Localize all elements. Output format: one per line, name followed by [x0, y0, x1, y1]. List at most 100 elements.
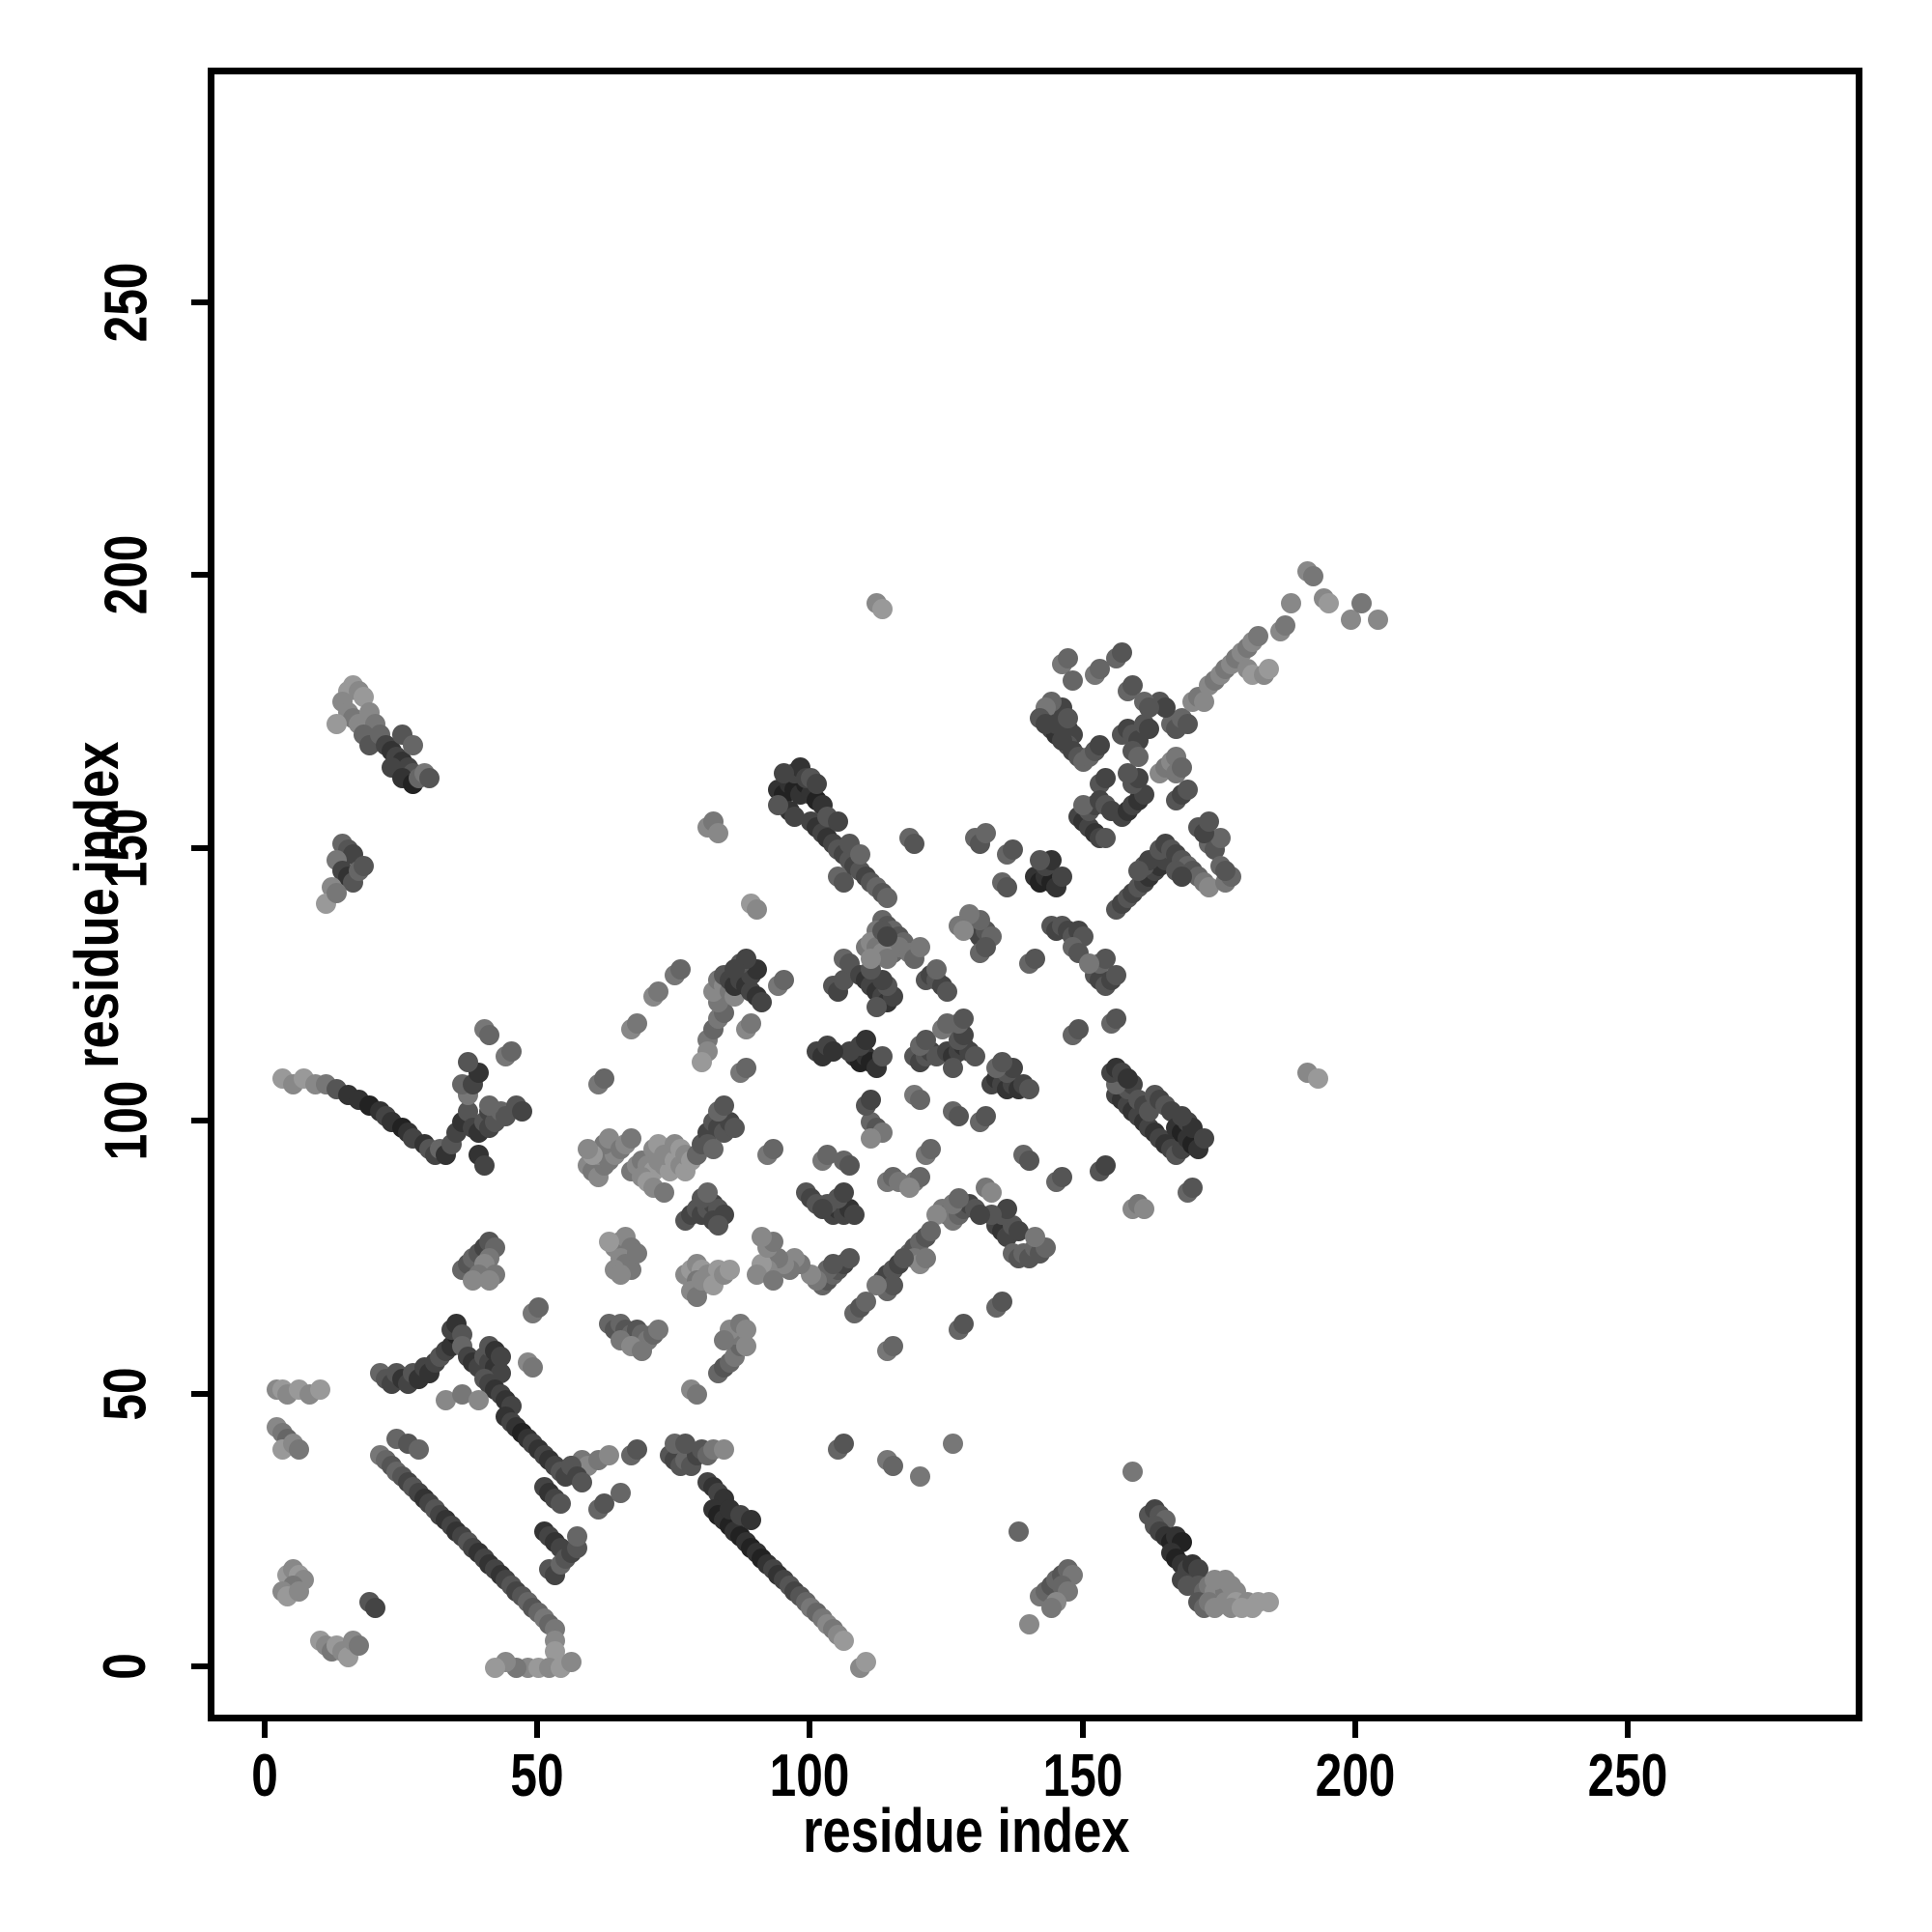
scatter-point: [479, 1024, 500, 1045]
y-axis-title: residue index: [61, 0, 132, 1871]
scatter-point: [866, 997, 887, 1018]
scatter-point: [953, 1314, 975, 1335]
scatter-point: [1003, 838, 1024, 860]
scatter-point: [348, 1635, 369, 1657]
scatter-point: [577, 1139, 598, 1160]
y-axis-tick: [191, 299, 208, 305]
scatter-point: [403, 735, 424, 756]
scatter-point: [828, 811, 849, 833]
scatter-point: [953, 921, 975, 942]
y-axis-title-text: residue index: [62, 741, 131, 1069]
scatter-point: [838, 1155, 860, 1177]
scatter-point: [528, 1297, 550, 1319]
scatter-point: [653, 1182, 674, 1204]
plot-area: [208, 68, 1862, 1721]
scatter-point: [479, 1095, 500, 1117]
scatter-point: [354, 855, 375, 876]
scatter-point: [948, 1106, 969, 1127]
scatter-point: [1280, 593, 1301, 614]
scatter-point: [708, 822, 729, 843]
scatter-point: [550, 1493, 571, 1515]
scatter-point: [1019, 1150, 1040, 1171]
scatter-point: [288, 1438, 309, 1460]
scatter-point: [1090, 735, 1111, 756]
scatter-point: [948, 1188, 969, 1209]
scatter-point: [560, 1652, 582, 1673]
y-axis-tick: [191, 1118, 208, 1124]
scatter-point: [822, 1040, 843, 1062]
scatter-point: [566, 1526, 587, 1548]
scatter-point: [850, 844, 871, 866]
scatter-point: [523, 1357, 544, 1378]
scatter-point: [834, 970, 855, 991]
scatter-point: [327, 882, 348, 903]
scatter-point: [768, 795, 789, 816]
scatter-point: [861, 948, 882, 969]
scatter-point: [1008, 1221, 1029, 1241]
x-axis-tick-label: 250: [1587, 1743, 1668, 1809]
scatter-point: [408, 1438, 429, 1460]
scatter-point: [1057, 647, 1078, 668]
scatter-point: [1095, 768, 1117, 789]
scatter-point: [997, 1199, 1018, 1220]
scatter-point: [1090, 659, 1111, 680]
scatter-point: [811, 1199, 833, 1220]
scatter-point: [910, 1466, 931, 1488]
scatter-point: [838, 1040, 860, 1062]
scatter-point: [686, 1286, 707, 1307]
scatter-point: [894, 1248, 915, 1269]
scatter-point: [719, 1259, 740, 1280]
scatter-point: [926, 958, 948, 980]
x-axis-tick-label: 100: [770, 1743, 850, 1809]
scatter-point: [964, 1046, 985, 1067]
scatter-point: [1308, 1067, 1329, 1089]
scatter-point: [735, 1057, 756, 1078]
scatter-point: [1302, 566, 1323, 587]
scatter-point: [724, 958, 746, 980]
scatter-point: [1106, 1008, 1127, 1029]
scatter-point: [991, 1292, 1012, 1313]
scatter-point: [621, 1127, 641, 1149]
scatter-point: [898, 1177, 920, 1198]
scatter-point: [882, 1335, 903, 1356]
scatter-point: [877, 888, 898, 909]
scatter-point: [1051, 729, 1072, 751]
scatter-point: [910, 937, 931, 958]
scatter-point: [1095, 828, 1117, 849]
scatter-point: [1008, 1520, 1029, 1542]
scatter-point: [975, 1106, 996, 1127]
scatter-point: [1215, 1570, 1236, 1591]
scatter-point: [838, 1248, 860, 1269]
scatter-point: [991, 1051, 1012, 1072]
scatter-point: [915, 1248, 936, 1269]
scatter-point: [648, 980, 669, 1002]
scatter-point: [1079, 953, 1100, 975]
scatter-point: [970, 1205, 991, 1226]
scatter-point: [669, 958, 691, 980]
scatter-point: [953, 1008, 975, 1029]
scatter-point: [915, 1030, 936, 1051]
scatter-point: [1051, 866, 1072, 887]
scatter-point: [1117, 1067, 1138, 1089]
x-axis-tick: [1079, 1721, 1086, 1738]
x-axis-title-text: residue index: [802, 1796, 1130, 1865]
scatter-point: [572, 1471, 593, 1492]
scatter-point: [877, 926, 898, 948]
scatter-point: [1187, 1559, 1208, 1580]
scatter-point: [752, 991, 773, 1012]
scatter-point: [1117, 762, 1138, 783]
scatter-point: [817, 1144, 838, 1165]
scatter-point: [626, 1438, 647, 1460]
scatter-point: [855, 1292, 876, 1313]
x-axis-tick-label: 200: [1315, 1743, 1396, 1809]
scatter-point: [997, 877, 1018, 898]
scatter-point: [746, 898, 767, 920]
scatter-point: [877, 948, 898, 969]
scatter-point: [834, 1630, 855, 1651]
scatter-point: [741, 1013, 762, 1035]
scatter-point: [861, 1090, 882, 1111]
scatter-point: [1368, 610, 1389, 631]
scatter-point: [1177, 779, 1198, 800]
scatter-point: [1259, 1592, 1280, 1613]
scatter-point: [1057, 708, 1078, 729]
